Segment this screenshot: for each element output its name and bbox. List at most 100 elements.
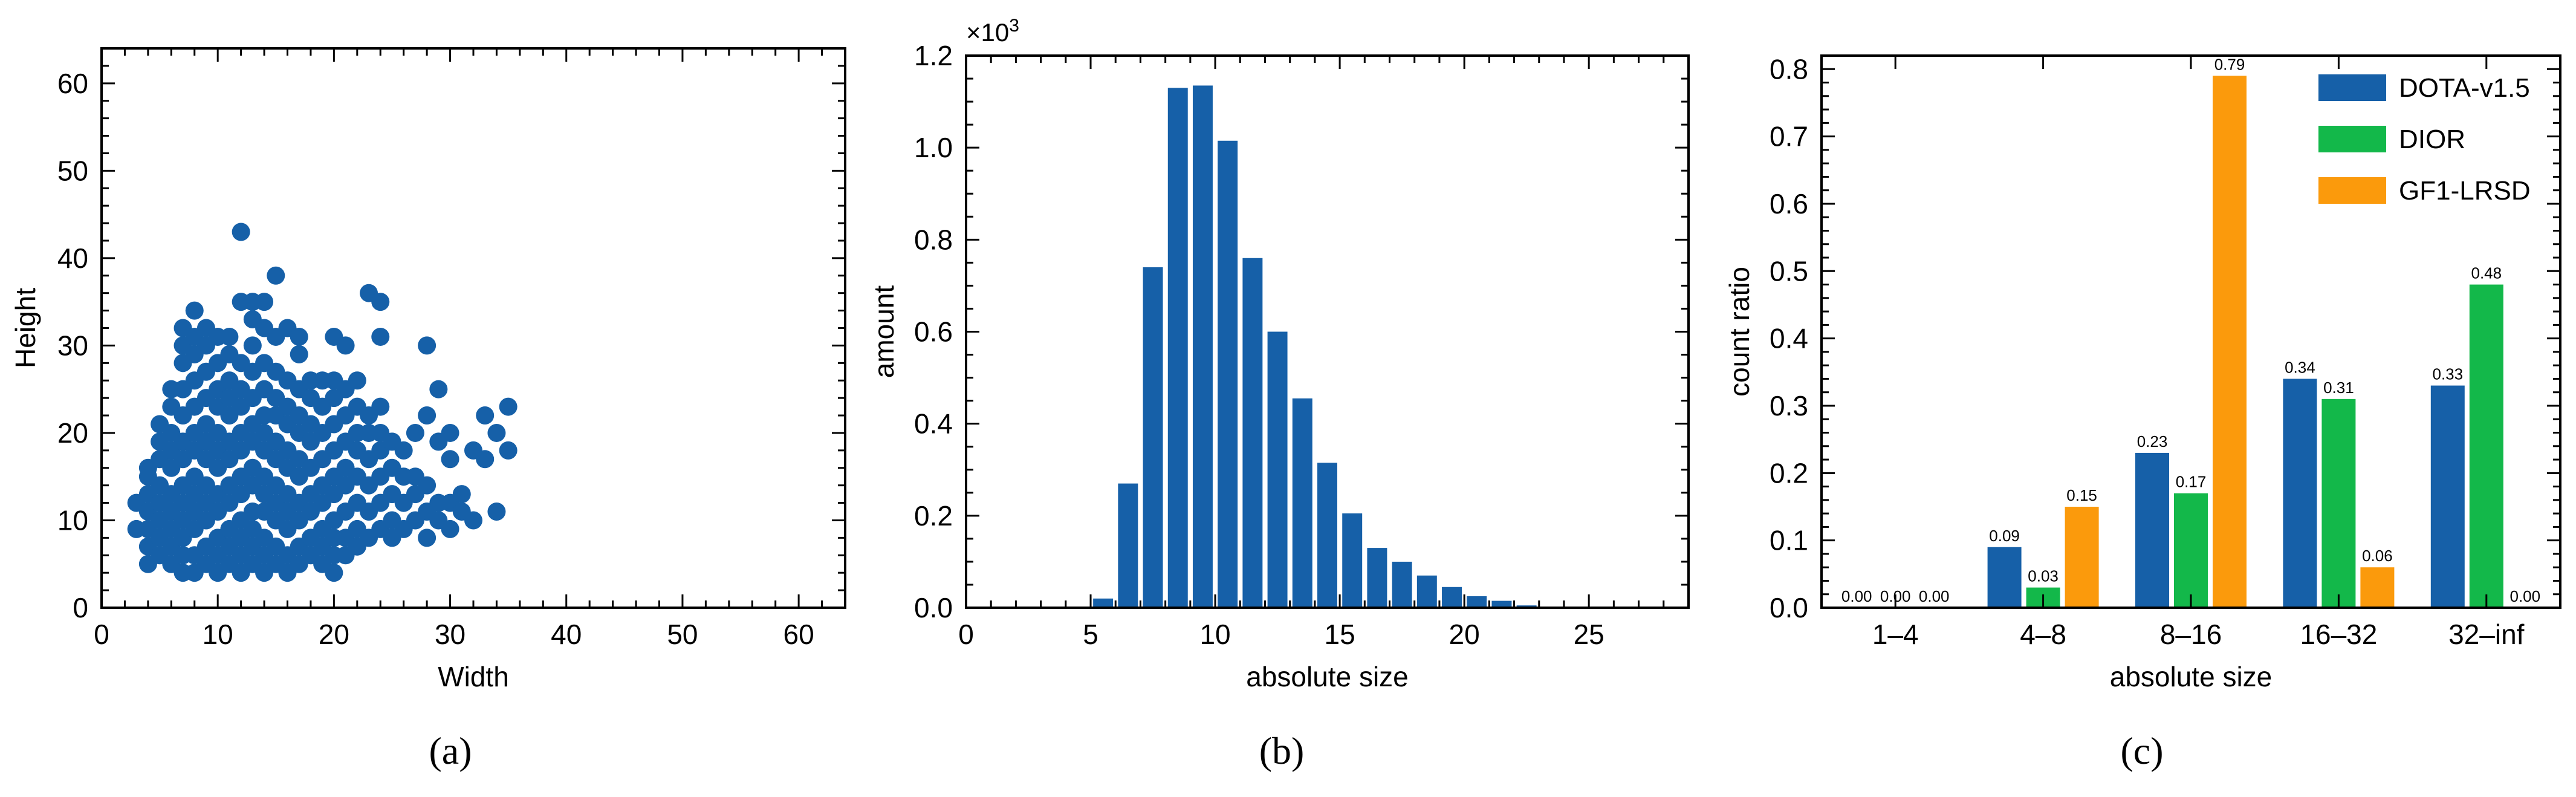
x-tick-label: 1–4: [1872, 619, 1919, 650]
histogram-bar: [1467, 596, 1487, 608]
x-tick-label: 16–32: [2300, 619, 2377, 650]
histogram-bar: [1093, 598, 1114, 608]
panel-a-scatter: 0 10 20 30 40 50 60 0 10 20 30 40 50 60 Width Height: [10, 47, 846, 692]
scatter-point: [267, 266, 285, 285]
x-tick-label: 30: [435, 619, 466, 650]
scatter-point: [418, 406, 436, 425]
histogram-bar: [1192, 85, 1213, 608]
x-tick-label: 0: [94, 619, 109, 650]
scatter-point: [464, 511, 482, 530]
y-axis-label: count ratio: [1724, 267, 1755, 397]
scatter-point: [499, 441, 517, 460]
histogram-bar: [1491, 600, 1512, 608]
y-tick-label: 20: [57, 417, 88, 449]
y-tick-label: 0.6: [914, 316, 953, 348]
x-tick-label: 5: [1083, 619, 1098, 650]
bar: [2065, 506, 2099, 608]
y-tick-label: 10: [57, 504, 88, 536]
bar-value-label: 0.33: [2432, 365, 2463, 383]
x-tick-label: 0: [958, 619, 974, 650]
x-axis-label: absolute size: [1246, 661, 1409, 692]
series-GF1-LRSD: 0.00 0.15 0.79 0.06 0.00: [1919, 55, 2540, 608]
scatter-point: [336, 336, 355, 355]
bar-value-label: 0.31: [2323, 379, 2354, 397]
scatter-point: [429, 380, 448, 398]
bar: [2360, 567, 2395, 608]
x-tick-label: 15: [1325, 619, 1355, 650]
scatter-point: [325, 564, 343, 582]
y-tick-label: 0.8: [914, 224, 953, 255]
bar: [2213, 76, 2247, 608]
x-tick-label: 25: [1574, 619, 1604, 650]
scatter-point: [371, 397, 390, 416]
x-tick-label: 40: [551, 619, 582, 650]
y-tick-label: 0.1: [1770, 525, 1808, 556]
x-axis-label: absolute size: [2110, 661, 2273, 692]
scatter-point: [418, 529, 436, 547]
legend-swatch: [2318, 126, 2386, 152]
y-tick-label: 50: [57, 155, 88, 186]
scatter-point: [290, 327, 308, 346]
bar: [2430, 385, 2465, 608]
panel-c-label: (c): [2120, 729, 2163, 772]
y-tick-label: 0.2: [1770, 457, 1808, 489]
scatter-point: [371, 327, 390, 346]
x-tick-label: 20: [1449, 619, 1480, 650]
histogram-bar: [1167, 88, 1188, 608]
y-tick-label: 0.6: [1770, 188, 1808, 220]
legend-label: DIOR: [2399, 125, 2465, 154]
y-tick-label: 30: [57, 330, 88, 361]
y-tick-label: 0.5: [1770, 255, 1808, 287]
scatter-point: [348, 371, 366, 390]
x-tick-label: 20: [319, 619, 349, 650]
series-DIOR: 0.00 0.03 0.17 0.31 0.48: [1880, 264, 2503, 608]
scatter-point: [406, 423, 424, 442]
histogram-bar: [1342, 513, 1363, 608]
x-tick-label: 10: [1199, 619, 1230, 650]
bar: [2321, 398, 2356, 608]
bar-value-label: 0.03: [2028, 567, 2059, 585]
scatter-point: [232, 223, 250, 241]
y-tick-label: 0.2: [914, 500, 953, 532]
scatter-point: [394, 441, 413, 460]
bar-value-label: 0.23: [2137, 432, 2168, 451]
x-tick-label: 60: [784, 619, 814, 650]
scatter-point: [418, 476, 436, 495]
y-tick-label: 1.0: [914, 132, 953, 163]
bar: [2283, 379, 2317, 608]
bar: [2469, 284, 2503, 608]
histogram-bar: [1242, 258, 1263, 608]
legend: DOTA-v1.5 DIOR GF1-LRSD: [2318, 73, 2531, 206]
scatter-point: [371, 293, 390, 311]
bar: [2174, 493, 2208, 608]
y-tick-label: 0: [73, 592, 88, 623]
bar-value-label: 0.09: [1989, 527, 2020, 545]
legend-label: GF1-LRSD: [2399, 176, 2531, 206]
panel-b-histogram: 0 5 10 15 20 25 0.0 0.2 0.4 0.6 0.8 1.0 1.2 ×103 absol…: [868, 16, 1690, 692]
y-tick-label: 0.7: [1770, 121, 1808, 152]
scatter-point: [418, 336, 436, 355]
legend-swatch: [2318, 74, 2386, 101]
scatter-point: [499, 397, 517, 416]
y-tick-label: 0.4: [1770, 323, 1808, 354]
bar: [1987, 547, 2022, 608]
series-DOTA-v1.5: 0.00 0.09 0.23 0.34 0.33: [1841, 358, 2465, 608]
y-tick-label: 60: [57, 68, 88, 99]
bar-value-label: 0.06: [2362, 547, 2393, 565]
histogram-bar: [1143, 267, 1163, 608]
histogram-bar: [1416, 575, 1437, 608]
scatter-point: [452, 485, 471, 504]
y-tick-label: 1.2: [914, 40, 953, 71]
x-tick-label: 8–16: [2160, 619, 2222, 650]
scatter-point: [220, 327, 239, 346]
bar-value-label: 0.17: [2176, 473, 2207, 491]
histogram-bar: [1292, 398, 1312, 608]
scatter-point: [441, 423, 459, 442]
bar-value-label: 0.79: [2214, 55, 2245, 73]
y-tick-label: 0.3: [1770, 390, 1808, 421]
y-tick-label: 0.0: [1770, 592, 1808, 623]
x-axis-label: Width: [438, 661, 509, 692]
histogram-bar: [1218, 140, 1238, 608]
scatter-point: [476, 406, 495, 425]
scatter-point: [185, 301, 204, 320]
